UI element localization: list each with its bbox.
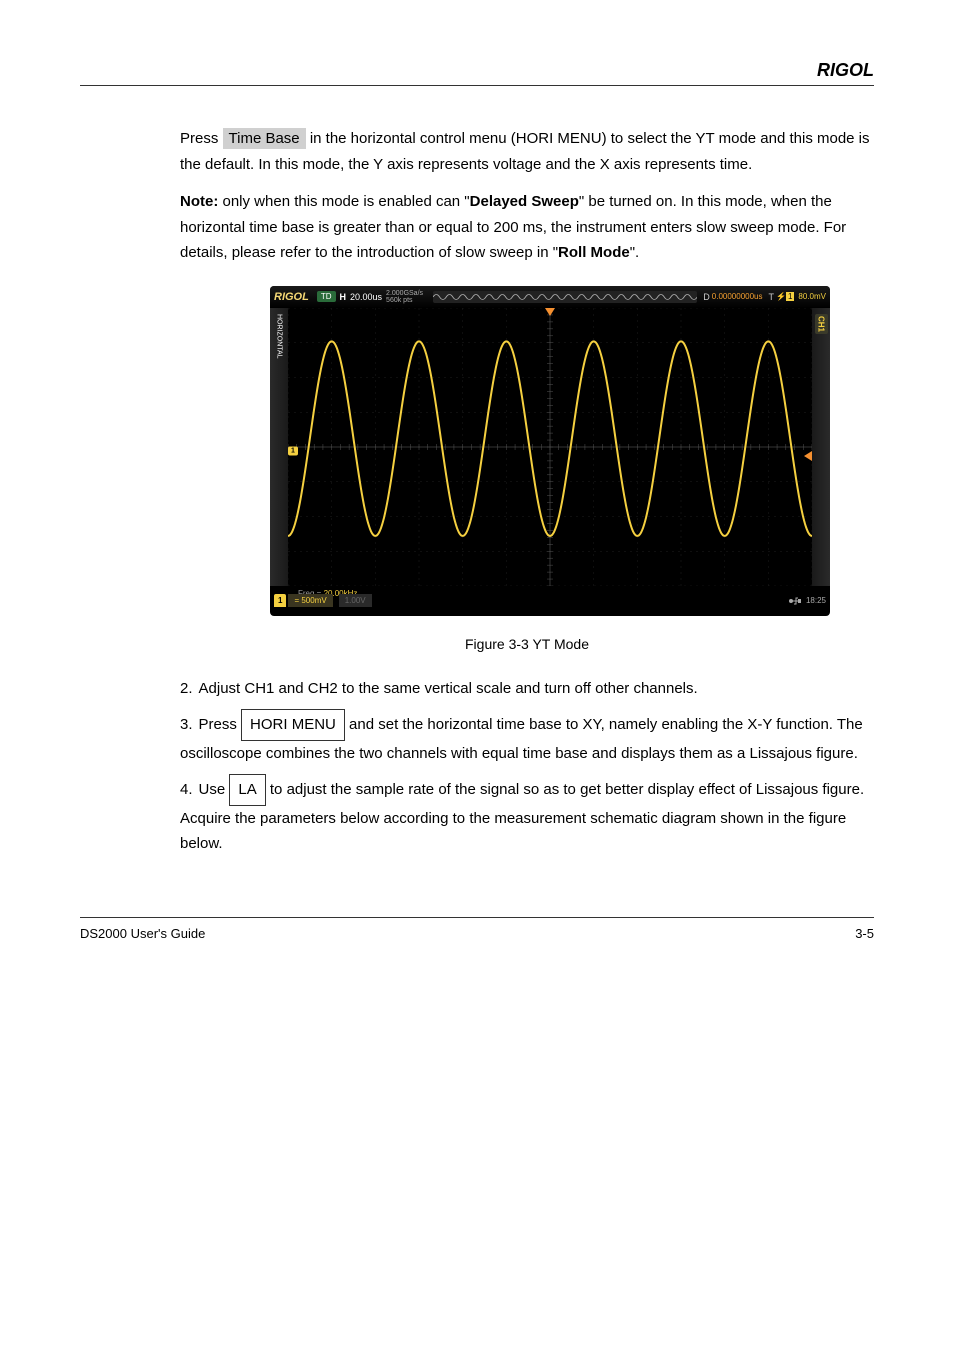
wave-overview <box>433 291 697 303</box>
scope-waveform-area <box>288 308 812 586</box>
ch1-scale: = 500mV <box>288 594 332 607</box>
scope-logo: RIGOL <box>274 291 309 303</box>
step-2-text: Adjust CH1 and CH2 to the same vertical … <box>199 680 698 697</box>
h-label: H <box>340 292 347 302</box>
trig-level: 80.0mV <box>798 292 826 301</box>
figure-caption: Figure 3-3 YT Mode <box>180 636 874 652</box>
step-2: 2. Adjust CH1 and CH2 to the same vertica… <box>180 676 874 702</box>
para-timebase: Press Time Base in the horizontal contro… <box>180 126 874 177</box>
ch1-ground-marker: 1 <box>288 446 298 455</box>
trigger-level-marker <box>804 451 812 461</box>
hori-menu-button: HORI MENU <box>241 709 345 741</box>
footer-right: 3-5 <box>855 926 874 941</box>
note-end: ". <box>630 244 640 261</box>
sample-rate: 2.000GSa/s560k pts <box>386 290 423 304</box>
step-2-num: 2. <box>180 680 193 697</box>
d-label: D <box>703 292 710 302</box>
trigger-position-marker <box>545 308 555 316</box>
trig-icon: ⚡1 <box>776 292 794 301</box>
text-pre: Press <box>180 130 223 147</box>
status-time: 18:25 <box>788 596 826 605</box>
ch1-menu-tab: CH1 <box>812 308 830 586</box>
scope-topbar: RIGOL TD H 20.00us 2.000GSa/s560k pts D … <box>270 286 830 308</box>
step-4: 4. Use LA to adjust the sample rate of th… <box>180 774 874 857</box>
horizontal-menu-tab: HORIZONTAL <box>270 308 288 586</box>
note-label: Note: <box>180 193 218 210</box>
footer-left: DS2000 User's Guide <box>80 926 205 941</box>
ch2-scale: 1.00V <box>339 594 372 607</box>
brand-label: RIGOL <box>80 60 874 85</box>
para-note: Note: only when this mode is enabled can… <box>180 189 874 266</box>
delayed-sweep-link: Delayed Sweep <box>470 193 579 210</box>
run-status-badge: TD <box>317 291 336 302</box>
step-4-post: to adjust the sample rate of the signal … <box>180 781 864 852</box>
roll-mode-link: Roll Mode <box>558 244 630 261</box>
timebase-button: Time Base <box>223 128 306 149</box>
step-4-num: 4. <box>180 781 193 798</box>
la-button: LA <box>229 774 265 806</box>
ch1-tab: 1 <box>274 594 286 607</box>
scope-bottombar: 1 = 500mV 1.00V 18:25 <box>270 586 830 616</box>
note-post: only when this mode is enabled can " <box>218 193 469 210</box>
page-footer: DS2000 User's Guide 3-5 <box>80 917 874 941</box>
time-div: 20.00us <box>350 292 382 302</box>
oscilloscope-screenshot: RIGOL TD H 20.00us 2.000GSa/s560k pts D … <box>270 286 830 616</box>
usb-icon <box>788 597 802 605</box>
step-3: 3.Press HORI MENU and set the horizontal… <box>180 709 874 766</box>
step-3-num: 3. <box>180 716 193 733</box>
step-3-pre: Press <box>199 716 242 733</box>
delay-value: 0.00000000us <box>712 292 763 301</box>
t-label: T <box>769 292 775 302</box>
step-4-pre: Use <box>199 781 230 798</box>
